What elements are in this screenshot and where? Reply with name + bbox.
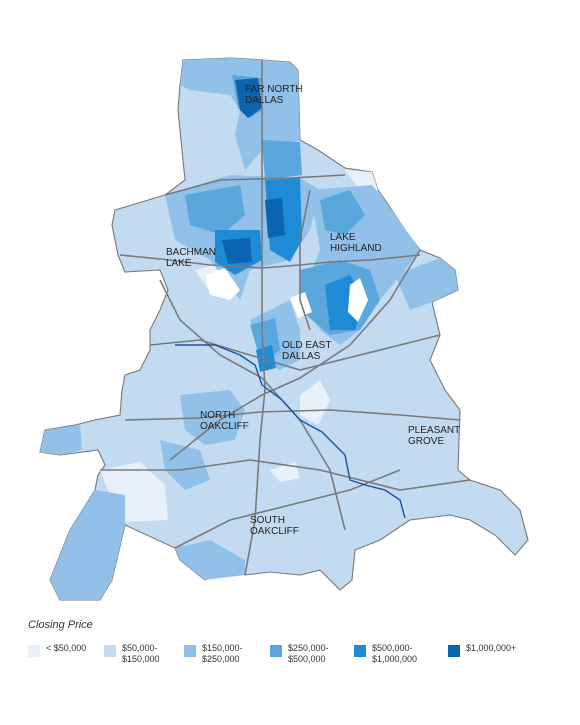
zone xyxy=(50,490,125,600)
zone xyxy=(222,238,252,264)
label-line: DALLAS xyxy=(282,351,321,362)
highway xyxy=(149,334,441,371)
label-line: OAKCLIFF xyxy=(200,421,249,432)
lake-highland-label: LAKE HIGHLAND xyxy=(330,232,382,254)
label-line: OLD EAST xyxy=(282,340,331,351)
legend-swatch xyxy=(270,645,282,657)
label-line: OAKCLIFF xyxy=(250,526,299,537)
label-line: BACHMAN xyxy=(166,247,216,258)
zone xyxy=(175,540,245,580)
highway xyxy=(124,409,461,421)
legend-label: $250,000- $500,000 xyxy=(288,643,329,664)
label-line: LAKE xyxy=(330,232,356,243)
legend-item-250k-500k: $250,000- $500,000 xyxy=(270,643,329,665)
legend-swatch xyxy=(448,645,460,657)
legend-swatch xyxy=(104,645,116,657)
zone xyxy=(40,425,82,455)
legend-label: $1,000,000+ xyxy=(466,643,517,653)
legend-swatch xyxy=(28,645,40,657)
legend-label: $500,000- $1,000,000 xyxy=(372,643,418,664)
pleasant-grove-label: PLEASANT GROVE xyxy=(408,425,463,447)
legend-label: $150,000- $250,000 xyxy=(202,643,243,664)
legend-swatch xyxy=(184,645,196,657)
zone xyxy=(160,440,210,490)
label-line: DALLAS xyxy=(245,95,284,106)
dallas-closing-price-map: FAR NORTH DALLAS BACHMAN LAKE LAKE HIGHL… xyxy=(39,57,529,601)
white-rock-lake-water xyxy=(348,278,368,322)
legend-item-under-50k: < $50,000 xyxy=(28,643,86,657)
legend-title: Closing Price xyxy=(28,619,93,631)
legend-label: $50,000- $150,000 xyxy=(122,643,160,664)
zone xyxy=(256,345,276,372)
label-line: PLEASANT xyxy=(408,425,460,436)
zone xyxy=(235,78,262,118)
highway xyxy=(169,249,421,461)
zone xyxy=(300,380,330,425)
zone xyxy=(265,198,285,238)
zone xyxy=(185,185,245,235)
highway xyxy=(164,174,346,196)
highways xyxy=(100,60,471,576)
north-oakcliff-label: NORTH OAKCLIFF xyxy=(200,410,249,432)
label-line: LAKE xyxy=(166,258,192,269)
old-east-dallas-label: OLD EAST DALLAS xyxy=(282,340,334,362)
south-oakcliff-label: SOUTH OAKCLIFF xyxy=(250,515,299,537)
bachman-lake-water xyxy=(205,268,240,300)
legend-item-500k-1m: $500,000- $1,000,000 xyxy=(354,643,417,665)
highway xyxy=(159,279,346,531)
legend-item-150k-250k: $150,000- $250,000 xyxy=(184,643,243,665)
legend-swatch xyxy=(354,645,366,657)
legend-item-over-1m: $1,000,000+ xyxy=(448,643,516,657)
zone xyxy=(262,140,302,180)
zones-top xyxy=(222,78,285,264)
far-north-dallas-label: FAR NORTH DALLAS xyxy=(245,84,305,106)
highway xyxy=(174,469,401,549)
zone xyxy=(320,190,365,235)
area-labels: FAR NORTH DALLAS BACHMAN LAKE LAKE HIGHL… xyxy=(166,84,463,537)
label-line: HIGHLAND xyxy=(330,243,382,254)
legend: Closing Price < $50,000 $50,000- $150,00… xyxy=(28,615,568,675)
label-line: SOUTH xyxy=(250,515,285,526)
lakes xyxy=(205,268,368,322)
zone xyxy=(270,462,300,482)
zone xyxy=(345,170,378,190)
label-line: NORTH xyxy=(200,410,235,421)
label-line: GROVE xyxy=(408,436,444,447)
highway xyxy=(100,459,471,491)
highway xyxy=(299,189,311,331)
legend-label: < $50,000 xyxy=(46,643,87,653)
legend-item-50k-150k: $50,000- $150,000 xyxy=(104,643,160,665)
bachman-lake-label: BACHMAN LAKE xyxy=(166,247,219,269)
trinity-river xyxy=(175,344,406,519)
highway xyxy=(244,60,266,576)
zone xyxy=(395,258,458,310)
label-line: FAR NORTH xyxy=(245,84,303,95)
highway xyxy=(119,254,421,269)
